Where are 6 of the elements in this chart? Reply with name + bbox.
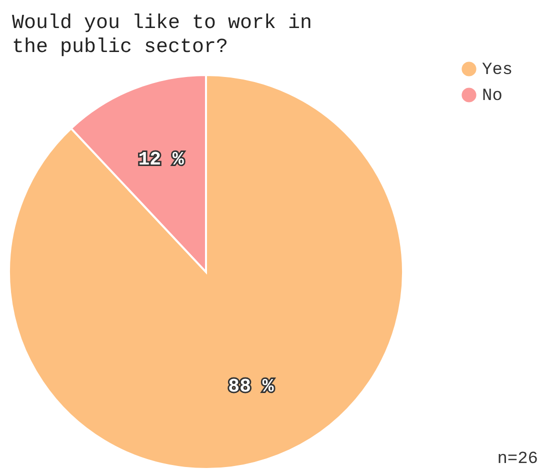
data-label: 88 % — [228, 376, 274, 398]
legend-label: Yes — [482, 61, 513, 80]
legend-label: No — [482, 87, 502, 106]
text: n=26 — [497, 450, 538, 469]
data-label: 12 % — [138, 148, 184, 170]
chart-title: Would you like to work in the public sector? — [12, 12, 312, 59]
